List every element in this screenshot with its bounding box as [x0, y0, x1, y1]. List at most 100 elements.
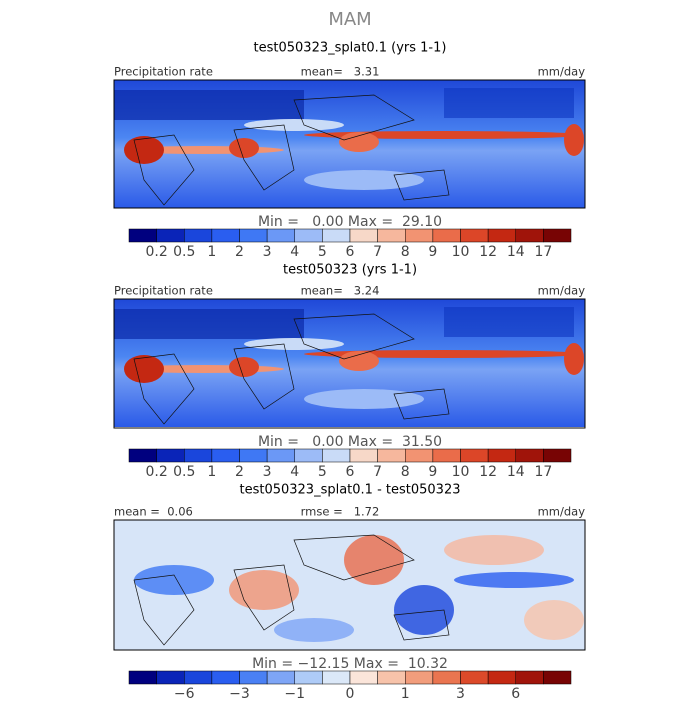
- center-label: mean= 3.24: [301, 284, 380, 298]
- colorbar-label: 9: [428, 244, 437, 260]
- colorbar-box: [184, 228, 213, 243]
- map-frame: [113, 519, 586, 651]
- map: [113, 298, 586, 428]
- colorbar-box: [405, 670, 434, 685]
- colorbar-label: 17: [534, 464, 552, 480]
- colorbar-box: [294, 448, 323, 463]
- colorbar-box: [405, 448, 434, 463]
- colorbar-box: [432, 228, 461, 243]
- colorbar-label: 8: [401, 464, 410, 480]
- colorbar-label: 1: [207, 244, 216, 260]
- colorbar-box: [460, 448, 489, 463]
- colorbar-label: 0.2: [145, 464, 167, 480]
- colorbar-box: [266, 670, 295, 685]
- map-frame: [113, 298, 586, 429]
- colorbar-box: [460, 670, 489, 685]
- left-label: Precipitation rate: [114, 284, 213, 298]
- colorbar-label: 5: [318, 244, 327, 260]
- colorbar-box: [543, 228, 572, 243]
- map-frame: [113, 79, 586, 209]
- colorbar-box: [487, 448, 516, 463]
- colorbar-box: [515, 670, 544, 685]
- colorbar-box: [322, 448, 351, 463]
- colorbar-label: 10: [452, 464, 470, 480]
- map: [113, 519, 586, 651]
- range-label: Min = 0.00 Max = 29.10: [258, 214, 442, 230]
- colorbar-box: [543, 448, 572, 463]
- center-label: rmse = 1.72: [301, 505, 380, 519]
- panel-title: test050323_splat0.1 - test050323: [239, 483, 460, 498]
- colorbar-box: [211, 448, 240, 463]
- colorbar-box: [377, 448, 406, 463]
- colorbar-label: 10: [452, 244, 470, 260]
- range-label: Min = 0.00 Max = 31.50: [258, 434, 442, 450]
- colorbar-label: 14: [507, 244, 525, 260]
- colorbar-label: −6: [174, 686, 195, 700]
- center-label: mean= 3.31: [301, 65, 380, 79]
- colorbar-label: 12: [479, 244, 497, 260]
- colorbar-label: 14: [507, 464, 525, 480]
- colorbar-box: [377, 228, 406, 243]
- colorbar-box: [460, 228, 489, 243]
- colorbar-box: [211, 228, 240, 243]
- colorbar-box: [156, 670, 185, 685]
- colorbar-box: [239, 448, 268, 463]
- colorbar-box: [156, 448, 185, 463]
- colorbar-box: [128, 670, 157, 685]
- colorbar-box: [487, 228, 516, 243]
- colorbar-label: 9: [428, 464, 437, 480]
- colorbar-box: [322, 670, 351, 685]
- colorbar-box: [239, 228, 268, 243]
- colorbar-label: 17: [534, 244, 552, 260]
- colorbar-box: [405, 228, 434, 243]
- colorbar-label: −1: [284, 686, 305, 700]
- colorbar-label: 6: [511, 686, 520, 700]
- colorbar-box: [294, 670, 323, 685]
- units-label: mm/day: [538, 65, 586, 79]
- colorbar-label: 3: [456, 686, 465, 700]
- range-label: Min = −12.15 Max = 10.32: [252, 656, 448, 672]
- colorbar-label: 5: [318, 464, 327, 480]
- colorbar-box: [349, 670, 378, 685]
- colorbar-label: 1: [207, 464, 216, 480]
- colorbar-box: [487, 670, 516, 685]
- colorbar-box: [322, 228, 351, 243]
- figure-title: MAM: [328, 9, 371, 30]
- panel-title: test050323 (yrs 1-1): [283, 263, 417, 278]
- colorbar-label: 0.2: [145, 244, 167, 260]
- colorbar-label: 4: [290, 244, 299, 260]
- colorbar-box: [128, 448, 157, 463]
- colorbar-box: [377, 670, 406, 685]
- colorbar-box: [432, 670, 461, 685]
- map: [113, 79, 586, 209]
- colorbar-box: [349, 448, 378, 463]
- colorbar-label: 6: [346, 464, 355, 480]
- colorbar-label: 2: [235, 464, 244, 480]
- colorbar-label: 0: [346, 686, 355, 700]
- panel-title: test050323_splat0.1 (yrs 1-1): [254, 41, 447, 56]
- colorbar-box: [266, 448, 295, 463]
- colorbar-label: 12: [479, 464, 497, 480]
- colorbar-label: 3: [263, 244, 272, 260]
- colorbar-box: [211, 670, 240, 685]
- colorbar-box: [239, 670, 268, 685]
- colorbar-label: 7: [373, 464, 382, 480]
- colorbar-label: 8: [401, 244, 410, 260]
- colorbar-label: 1: [401, 686, 410, 700]
- units-label: mm/day: [538, 284, 586, 298]
- left-label: Precipitation rate: [114, 65, 213, 79]
- colorbar-label: 6: [346, 244, 355, 260]
- colorbar-box: [349, 228, 378, 243]
- colorbar-box: [156, 228, 185, 243]
- colorbar-box: [432, 448, 461, 463]
- colorbar-label: 0.5: [173, 244, 195, 260]
- units-label: mm/day: [538, 505, 586, 519]
- colorbar-label: 7: [373, 244, 382, 260]
- colorbar-box: [543, 670, 572, 685]
- colorbar-box: [184, 448, 213, 463]
- colorbar-label: 0.5: [173, 464, 195, 480]
- colorbar-label: 2: [235, 244, 244, 260]
- colorbar-box: [515, 448, 544, 463]
- colorbar-box: [266, 228, 295, 243]
